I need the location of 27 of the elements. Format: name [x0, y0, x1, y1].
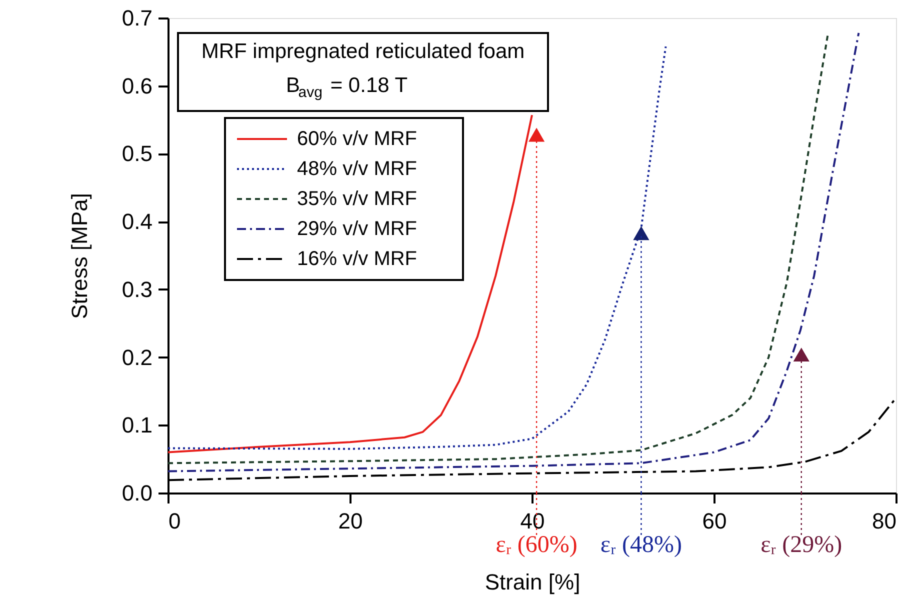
- x-tick-label: 0: [168, 508, 181, 534]
- legend-label: 35% v/v MRF: [297, 188, 418, 210]
- y-tick-label: 0.1: [122, 412, 152, 438]
- y-tick-label: 0.4: [122, 209, 152, 234]
- legend-label: 29% v/v MRF: [297, 218, 418, 240]
- y-axis-title: Stress [MPa]: [66, 193, 92, 319]
- x-axis-title: Strain [%]: [484, 570, 580, 594]
- y-tick-label: 0.6: [122, 73, 152, 98]
- point: [528, 128, 545, 142]
- y-tick-label: 0.2: [122, 344, 152, 370]
- ref-line-label: εᵣ (48%): [600, 532, 682, 558]
- annotation: MRF impregnated reticulated foam: [201, 40, 525, 63]
- x-tick-label: 20: [338, 508, 363, 534]
- y-tick-label: 0.3: [122, 276, 152, 302]
- legend-label: 16% v/v MRF: [297, 248, 418, 270]
- ref-line-label: εᵣ (29%): [760, 532, 842, 558]
- y-tick-label: 0.0: [122, 480, 152, 506]
- y-tick-label: 0.7: [122, 6, 152, 30]
- x-tick-label: 40: [520, 508, 545, 534]
- y-tick-label: 0.5: [122, 141, 152, 166]
- x-tick-label: 60: [702, 508, 727, 534]
- x-tick-label: 80: [872, 508, 896, 534]
- point: [633, 226, 650, 240]
- legend-label: 60% v/v MRF: [297, 128, 418, 150]
- legend-label: 48% v/v MRF: [297, 158, 418, 180]
- point: [793, 348, 810, 362]
- ref-line-label: εᵣ (60%): [496, 532, 578, 558]
